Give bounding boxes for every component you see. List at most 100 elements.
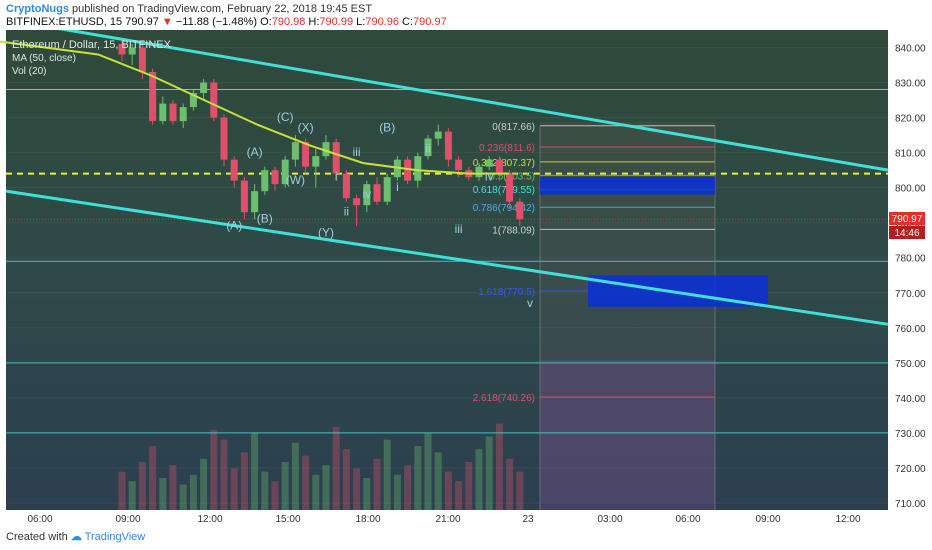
- y-tick-label: 730.00: [895, 429, 926, 440]
- fib-label: 0.618(799.55): [473, 185, 535, 196]
- price-change: −11.88 (−1.48%): [175, 16, 258, 28]
- price-chart[interactable]: 0(817.66)0.236(811.6)0.382(807.37)0.5(80…: [0, 30, 932, 525]
- candle-body: [138, 47, 146, 73]
- candle-body: [291, 142, 299, 160]
- volume-bar: [383, 439, 391, 510]
- x-tick-label: 06:00: [27, 514, 52, 525]
- volume-bar: [444, 471, 452, 510]
- y-tick-label: 710.00: [895, 499, 926, 510]
- candle-body: [200, 82, 208, 94]
- candle-body: [353, 198, 361, 206]
- volume-bar: [393, 474, 401, 510]
- volume-bar: [200, 458, 208, 510]
- x-tick-label: 15:00: [275, 514, 300, 525]
- candle-body: [230, 159, 238, 181]
- time-axis-bg: [0, 510, 932, 525]
- x-tick-label: 06:00: [675, 514, 700, 525]
- volume-bar: [302, 455, 310, 510]
- fib-label: 0.236(811.6): [479, 143, 535, 154]
- timer-badge-text: 14:46: [894, 228, 919, 239]
- y-tick-label: 770.00: [895, 289, 926, 300]
- candle-body: [220, 117, 228, 160]
- y-tick-label: 840.00: [895, 44, 926, 55]
- price-badge-text: 790.97: [892, 214, 923, 225]
- candle-body: [169, 103, 177, 122]
- channel-lower: [5, 189, 889, 326]
- x-tick-label: 09:00: [755, 514, 780, 525]
- wave-label: v: [527, 296, 533, 310]
- wave-label: (W): [286, 173, 305, 187]
- volume-bar: [291, 442, 299, 510]
- volume-bar: [261, 471, 269, 510]
- wave-label: (B): [257, 212, 273, 226]
- projection-zone: [540, 360, 715, 510]
- volume-bar: [128, 481, 136, 510]
- quote-line: BITFINEX:ETHUSD, 15 790.97 ▼ −11.88 (−1.…: [6, 16, 447, 28]
- volume-bar: [332, 426, 340, 510]
- candle-body: [251, 191, 259, 213]
- fib-label: 1.618(770.5): [478, 287, 535, 298]
- channel-upper: [58, 30, 889, 172]
- candle-body: [281, 159, 289, 185]
- volume-bar: [363, 478, 371, 510]
- wave-label: i: [396, 180, 399, 194]
- y-tick-label: 740.00: [895, 394, 926, 405]
- candle-body: [485, 159, 493, 167]
- open-label: O:: [260, 16, 272, 28]
- y-tick-label: 830.00: [895, 79, 926, 90]
- plot-background: [6, 30, 888, 510]
- x-tick-label: 18:00: [355, 514, 380, 525]
- candle-body: [302, 142, 310, 167]
- y-tick-label: 800.00: [895, 184, 926, 195]
- wave-label: iv: [485, 170, 494, 184]
- author-link[interactable]: CryptoNugs: [6, 3, 69, 15]
- volume-bar: [230, 468, 238, 510]
- volume-bar: [465, 462, 473, 510]
- wave-label: (Y): [318, 226, 334, 240]
- wave-labels: (A)(B)(A)(C)(W)(X)(Y)iiiiiiiv(B)iiiiiiiv…: [226, 110, 533, 310]
- volume-bar: [271, 481, 279, 510]
- low-label: L:: [356, 16, 366, 28]
- close-label: C:: [402, 16, 414, 28]
- open-value: 790.98: [271, 16, 306, 28]
- wave-label: (B): [379, 121, 395, 135]
- volume-bar: [210, 430, 218, 510]
- candle-body: [516, 201, 524, 220]
- volume-bar: [149, 446, 157, 510]
- y-tick-label: 810.00: [895, 149, 926, 160]
- volume-bar: [159, 478, 167, 510]
- candle-body: [159, 103, 167, 122]
- volume-bar: [506, 458, 514, 510]
- down-arrow-icon: ▼: [161, 16, 173, 28]
- wave-label: ii: [425, 142, 430, 156]
- candle-body: [414, 156, 422, 181]
- candle-body: [149, 72, 157, 122]
- candle-body: [424, 138, 432, 157]
- legend: Ethereum / Dollar, 15, BITFINEX MA (50, …: [12, 39, 172, 77]
- y-tick-label: 750.00: [895, 359, 926, 370]
- fib-label: 0(817.66): [492, 122, 535, 133]
- fib-label: 1(788.09): [492, 225, 535, 236]
- volume-bar: [312, 474, 320, 510]
- legend-vol: Vol (20): [12, 66, 46, 77]
- x-tick-label: 03:00: [597, 514, 622, 525]
- candle-body: [495, 159, 503, 174]
- last-price: 790.97: [125, 16, 159, 28]
- volume-bar: [118, 471, 126, 510]
- x-tick-label: 23: [522, 514, 534, 525]
- candle-body: [455, 159, 463, 171]
- candle-body: [312, 156, 320, 167]
- x-tick-label: 09:00: [115, 514, 140, 525]
- candle-body: [179, 107, 187, 122]
- y-tick-label: 780.00: [895, 254, 926, 265]
- ma-line: [0, 40, 510, 175]
- volume-bar: [220, 439, 228, 510]
- volume-bar: [169, 465, 177, 510]
- volume-bar: [434, 452, 442, 510]
- wave-label: iii: [455, 222, 463, 236]
- volume-bar: [342, 449, 350, 510]
- wave-label: i: [335, 170, 338, 184]
- time-axis[interactable]: 06:00 09:00 12:00 15:00 18:00 21:00 23 03:00 06:…: [27, 514, 860, 525]
- volume-bar: [240, 452, 248, 510]
- tradingview-link[interactable]: TradingView: [84, 531, 146, 543]
